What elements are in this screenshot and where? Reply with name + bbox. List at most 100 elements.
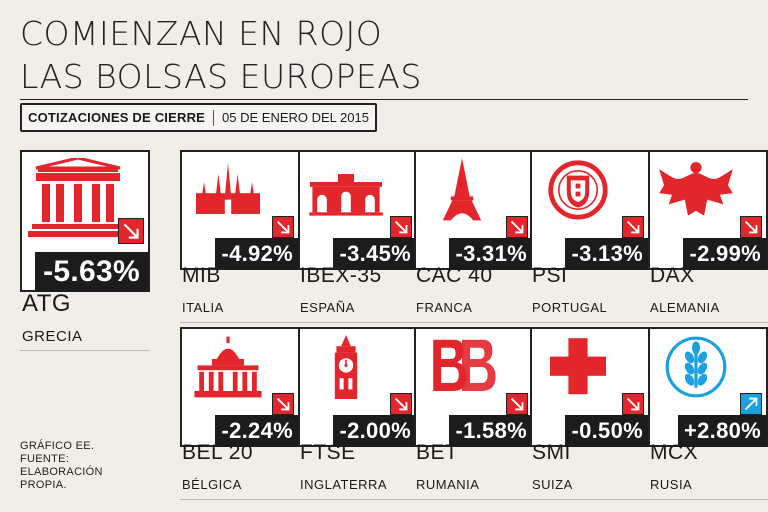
divider xyxy=(648,322,768,323)
divider xyxy=(20,99,748,100)
greek-temple-icon xyxy=(28,158,128,237)
icon-tile: +2.80% xyxy=(648,327,768,447)
source-line-4: PROPIA. xyxy=(20,479,67,491)
bet-logo-icon xyxy=(433,339,496,391)
divider xyxy=(530,499,650,500)
change-label: -3.13% xyxy=(565,238,649,270)
country-name: RUSIA xyxy=(650,477,693,492)
divider xyxy=(414,499,534,500)
index-card: -2.99% DAX ALEMANIA xyxy=(648,150,768,323)
source-line-3: ELABORACIÓN xyxy=(20,466,103,478)
source-line-2: FUENTE: xyxy=(20,453,70,465)
divider xyxy=(180,322,300,323)
divider xyxy=(530,322,650,323)
country-name: ALEMANIA xyxy=(650,300,720,315)
arrow-down-icon xyxy=(272,216,294,238)
index-name: IBEX-35 xyxy=(300,264,382,287)
divider xyxy=(20,350,150,351)
arrow-up-icon xyxy=(740,393,762,415)
country-name: SUIZA xyxy=(532,477,573,492)
divider xyxy=(648,499,768,500)
subheader-box: COTIZACIONES DE CIERRE 05 DE ENERO DEL 2… xyxy=(20,103,377,132)
index-card: -4.92% MIB ITALIA xyxy=(180,150,300,323)
chart-title: COMIENZAN EN ROJO LAS BOLSAS EUROPEAS xyxy=(20,12,422,98)
country-name: PORTUGAL xyxy=(532,300,608,315)
country-name: BÉLGICA xyxy=(182,477,242,492)
country-name: ITALIA xyxy=(182,300,224,315)
index-card: -5.63% ATG GRECIA xyxy=(20,150,150,351)
index-name: BET xyxy=(416,441,459,464)
separator xyxy=(213,109,215,126)
icon-tile: -5.63% xyxy=(20,150,150,292)
portugal-coat-of-arms-icon xyxy=(548,160,608,220)
country-name: RUMANIA xyxy=(416,477,480,492)
index-card: -3.13% PSI PORTUGAL xyxy=(530,150,650,323)
source-line-1: GRÁFICO EE. xyxy=(20,440,95,452)
divider xyxy=(298,322,418,323)
icon-tile: -3.13% xyxy=(530,150,650,270)
change-label: -0.50% xyxy=(565,415,649,447)
icon-tile: -4.92% xyxy=(180,150,300,270)
country-name: INGLATERRA xyxy=(300,477,388,492)
divider xyxy=(298,499,418,500)
index-name: MCX xyxy=(650,441,699,464)
puerta-de-alcala-icon xyxy=(309,174,383,216)
arrow-down-icon xyxy=(506,216,528,238)
swiss-cross-icon xyxy=(550,338,606,395)
arrow-down-icon xyxy=(390,393,412,415)
german-eagle-icon xyxy=(659,162,733,216)
change-label: -3.31% xyxy=(449,238,533,270)
source-note: GRÁFICO EE. FUENTE: ELABORACIÓN PROPIA. xyxy=(20,440,140,492)
change-label: -1.58% xyxy=(449,415,533,447)
big-ben-icon xyxy=(334,335,358,399)
arrow-down-icon xyxy=(118,218,144,244)
change-label: -2.24% xyxy=(215,415,299,447)
index-name: DAX xyxy=(650,264,695,287)
wheat-logo-icon xyxy=(665,336,727,398)
icon-tile: -0.50% xyxy=(530,327,650,447)
index-name: FTSE xyxy=(300,441,356,464)
change-label: -5.63% xyxy=(35,252,148,292)
subheader-date: 05 DE ENERO DEL 2015 xyxy=(222,110,369,125)
change-label: -4.92% xyxy=(215,238,299,270)
milan-cathedral-icon xyxy=(196,162,260,214)
index-name: PSI xyxy=(532,264,568,287)
index-name: ATG xyxy=(22,290,72,317)
eiffel-tower-icon xyxy=(442,158,482,221)
index-name: CAC 40 xyxy=(416,264,493,287)
change-label: +2.80% xyxy=(677,415,767,447)
divider xyxy=(414,322,534,323)
index-name: MIB xyxy=(182,264,221,287)
index-card: -0.50% SMI SUIZA xyxy=(530,327,650,500)
icon-tile: -2.99% xyxy=(648,150,768,270)
change-label: -3.45% xyxy=(333,238,417,270)
icon-tile: -2.00% xyxy=(298,327,418,447)
change-label: -2.00% xyxy=(333,415,417,447)
country-name: GRECIA xyxy=(22,328,83,345)
subheader-label: COTIZACIONES DE CIERRE xyxy=(28,110,206,125)
index-card: -3.45% IBEX-35 ESPAÑA xyxy=(298,150,418,323)
index-card: -1.58% BET RUMANIA xyxy=(414,327,534,500)
arrow-down-icon xyxy=(622,393,644,415)
index-card: -2.00% FTSE INGLATERRA xyxy=(298,327,418,500)
icon-tile: -1.58% xyxy=(414,327,534,447)
arrow-down-icon xyxy=(272,393,294,415)
title-line-2: LAS BOLSAS EUROPEAS xyxy=(20,57,422,96)
brussels-palace-icon xyxy=(194,336,262,398)
index-card: +2.80% MCX RUSIA xyxy=(648,327,768,500)
icon-tile: -2.24% xyxy=(180,327,300,447)
icon-tile: -3.45% xyxy=(298,150,418,270)
arrow-down-icon xyxy=(740,216,762,238)
arrow-down-icon xyxy=(390,216,412,238)
title-line-1: COMIENZAN EN ROJO xyxy=(20,14,383,53)
index-name: BEL 20 xyxy=(182,441,254,464)
icon-tile: -3.31% xyxy=(414,150,534,270)
arrow-down-icon xyxy=(506,393,528,415)
index-card: -3.31% CAC 40 FRANCA xyxy=(414,150,534,323)
change-label: -2.99% xyxy=(683,238,767,270)
divider xyxy=(180,499,300,500)
arrow-down-icon xyxy=(622,216,644,238)
country-name: FRANCA xyxy=(416,300,473,315)
subheader-bar: COTIZACIONES DE CIERRE 05 DE ENERO DEL 2… xyxy=(20,99,748,135)
index-card: -2.24% BEL 20 BÉLGICA xyxy=(180,327,300,500)
